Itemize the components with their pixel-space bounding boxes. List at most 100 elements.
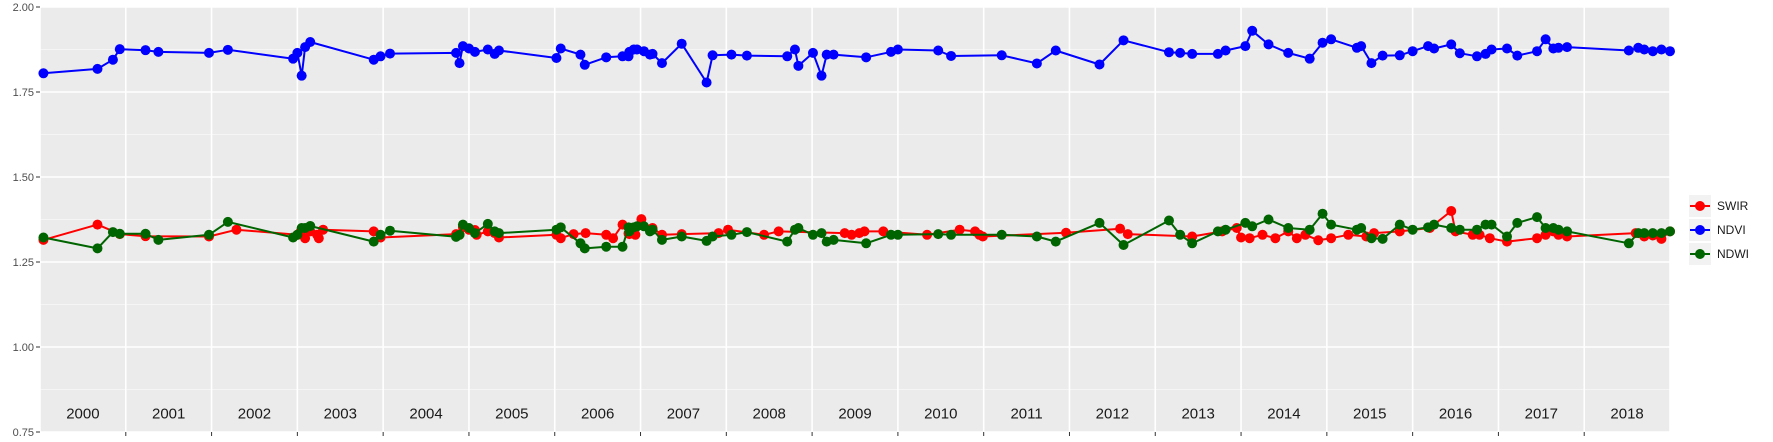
data-point-swir [1236, 232, 1247, 243]
data-point-ndwi [1283, 223, 1294, 233]
year-label: 2014 [1267, 405, 1300, 422]
data-point-ndwi [1454, 224, 1465, 235]
data-point-swir [313, 233, 324, 244]
data-point-ndvi [1553, 42, 1564, 53]
data-point-ndvi [375, 51, 386, 62]
data-point-ndwi [1502, 231, 1512, 242]
data-point-ndwi [1540, 223, 1551, 233]
data-point-ndvi [1163, 47, 1174, 58]
data-point-ndvi [1187, 48, 1198, 59]
data-point-swir [1270, 233, 1281, 244]
data-point-ndwi [1623, 238, 1634, 249]
data-point-ndwi [368, 236, 379, 247]
data-point-ndwi [617, 241, 628, 252]
data-point-ndvi [1031, 58, 1042, 69]
data-point-ndwi [1366, 233, 1377, 244]
y-tick-label: 1.25 [13, 257, 34, 269]
data-point-ndwi [676, 231, 687, 242]
year-labels: 2000 2001 2002 2003 2004 2005 2006 2007 2008 2009… [66, 405, 1644, 422]
data-point-ndvi [1446, 39, 1457, 50]
data-point-ndwi [1212, 226, 1223, 237]
data-point-ndvi [816, 70, 827, 81]
data-point-ndwi [1656, 228, 1667, 239]
data-point-ndvi [296, 70, 307, 81]
data-point-swir [859, 226, 870, 237]
legend-label: SWIR [1717, 199, 1749, 213]
year-label: 2005 [495, 405, 528, 422]
data-point-ndvi [821, 49, 832, 60]
data-point-ndwi [305, 220, 316, 231]
data-point-ndvi [222, 44, 233, 55]
data-point-ndvi [1540, 34, 1551, 45]
data-point-ndwi [222, 216, 233, 227]
year-label: 2000 [66, 405, 99, 422]
data-point-ndvi [1175, 47, 1186, 58]
data-point-swir [231, 224, 242, 235]
year-label: 2013 [1181, 405, 1214, 422]
data-point-ndvi [1407, 46, 1418, 57]
data-point-ndvi [861, 52, 872, 63]
data-point-swir [1326, 233, 1337, 244]
data-point-ndwi [793, 223, 804, 233]
data-point-swir [608, 233, 619, 244]
data-point-ndvi [1532, 46, 1543, 57]
data-point-ndwi [1429, 219, 1440, 230]
data-point-ndwi [707, 231, 718, 242]
data-point-swir [1343, 229, 1354, 240]
data-point-ndwi [1118, 240, 1129, 250]
data-point-swir [977, 231, 988, 242]
y-tick-label: 1.50 [13, 172, 34, 184]
data-point-ndvi [551, 53, 562, 63]
data-point-ndvi [601, 52, 612, 63]
data-point-ndvi [153, 46, 164, 57]
data-point-ndwi [1031, 231, 1042, 242]
data-point-ndvi [892, 44, 903, 55]
data-point-ndvi [701, 77, 712, 88]
data-point-ndvi [828, 49, 839, 60]
legend-key-point [1695, 249, 1705, 259]
data-point-ndwi [892, 229, 903, 240]
data-point-ndwi [886, 229, 897, 240]
data-point-ndwi [1446, 223, 1457, 233]
data-point-ndwi [482, 218, 493, 229]
year-label: 2012 [1096, 405, 1129, 422]
data-point-ndvi [1454, 48, 1465, 59]
data-point-ndvi [1486, 44, 1497, 55]
data-point-ndwi [1394, 219, 1405, 230]
data-point-swir [1257, 229, 1268, 240]
data-point-ndvi [676, 38, 687, 49]
legend-key-point [1695, 225, 1705, 235]
data-point-ndvi [741, 50, 752, 61]
data-point-ndvi [1639, 44, 1650, 55]
data-point-swir [555, 233, 566, 244]
data-point-ndvi [807, 47, 818, 58]
data-point-ndvi [575, 49, 586, 60]
data-point-ndwi [1471, 224, 1482, 235]
series-ndwi [38, 208, 1675, 254]
data-point-ndvi [140, 45, 151, 56]
y-tick-label: 0.75 [13, 427, 34, 439]
y-tick-label: 1.75 [13, 87, 34, 99]
data-point-ndvi [1304, 53, 1315, 64]
data-point-ndwi [579, 243, 590, 254]
legend-label: NDVI [1717, 223, 1746, 237]
data-point-ndvi [1326, 34, 1337, 45]
year-label: 2011 [1010, 405, 1042, 422]
data-point-swir [300, 233, 311, 244]
data-point-ndwi [555, 222, 566, 233]
data-point-ndvi [305, 37, 316, 48]
series-ndvi [38, 25, 1675, 88]
data-point-swir [1122, 229, 1133, 240]
data-point-ndvi [454, 58, 465, 69]
data-point-swir [1532, 233, 1543, 244]
data-point-swir [1244, 233, 1255, 244]
year-label: 2010 [924, 405, 957, 422]
year-label: 2018 [1610, 405, 1643, 422]
data-point-ndwi [726, 229, 737, 240]
data-point-swir [878, 226, 889, 237]
data-point-ndwi [114, 228, 125, 239]
legend-item-ndvi: NDVI [1689, 219, 1746, 241]
data-point-ndvi [451, 47, 462, 58]
data-point-swir [954, 224, 965, 235]
